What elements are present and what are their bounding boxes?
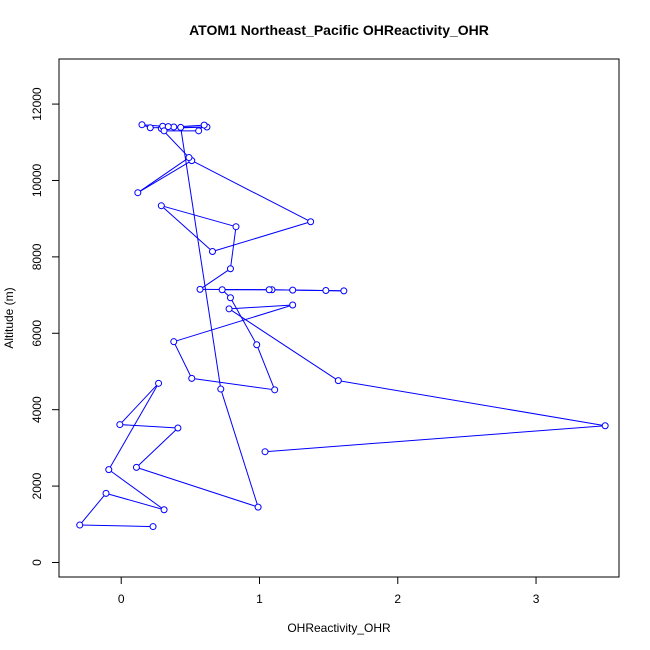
series-segment — [269, 289, 326, 291]
data-point — [226, 265, 234, 273]
data-point — [146, 124, 154, 132]
y-tick-label: 8000 — [30, 243, 44, 270]
series-segment — [137, 157, 190, 194]
chart-title: ATOM1 Northeast_Pacific OHReactivity_OHR — [189, 22, 489, 38]
series-line — [79, 124, 606, 528]
x-tick-label: 3 — [533, 592, 540, 606]
series-segment — [220, 388, 259, 508]
data-point — [116, 421, 124, 429]
series-segment — [229, 304, 293, 310]
series-segment — [136, 466, 259, 508]
plot-frame — [58, 58, 620, 578]
y-tick-label: 2000 — [30, 472, 44, 499]
series-segment — [230, 297, 258, 345]
y-axis: 0 2000 4000 6000 8000 10000 12000 — [30, 87, 60, 566]
series-segment — [180, 127, 222, 390]
data-point — [208, 248, 216, 256]
y-tick-label: 4000 — [30, 396, 44, 423]
series-segment — [161, 205, 237, 228]
series-segment — [264, 425, 606, 453]
data-point — [289, 301, 297, 309]
data-point — [102, 489, 110, 497]
data-point — [188, 374, 196, 382]
data-point — [334, 377, 342, 385]
series-points — [76, 121, 609, 531]
data-point — [160, 127, 168, 135]
data-point — [226, 294, 234, 302]
data-point — [265, 286, 273, 294]
data-point — [155, 379, 163, 387]
series-segment — [119, 424, 178, 429]
data-point — [601, 422, 609, 430]
series-segment — [119, 382, 159, 425]
y-tick-label: 12000 — [30, 87, 44, 121]
series-segment — [212, 221, 311, 253]
series-segment — [108, 383, 159, 470]
series-segment — [108, 469, 165, 511]
data-point — [164, 123, 172, 131]
x-tick-label: 2 — [394, 592, 401, 606]
series-segment — [338, 380, 606, 427]
data-point — [200, 121, 208, 129]
data-point — [307, 218, 315, 226]
y-tick-label: 0 — [30, 559, 44, 566]
series-segment — [79, 524, 154, 528]
series-segment — [229, 226, 237, 269]
data-point — [254, 503, 262, 511]
data-point — [134, 189, 142, 197]
series-segment — [256, 344, 276, 391]
data-point — [149, 523, 157, 531]
data-point — [340, 287, 348, 295]
data-point — [157, 202, 165, 210]
series-segment — [79, 493, 107, 526]
series-segment — [228, 308, 339, 382]
series-segment — [173, 341, 193, 379]
series-segment — [105, 492, 165, 511]
data-point — [217, 385, 225, 393]
y-axis-label: Altitude (m) — [2, 287, 16, 348]
series-segment — [191, 160, 311, 223]
data-point — [76, 521, 84, 529]
data-point — [218, 286, 226, 294]
y-tick-label: 10000 — [30, 163, 44, 197]
x-tick-label: 0 — [118, 592, 125, 606]
x-axis: 0 1 2 3 — [118, 576, 540, 606]
data-point — [322, 286, 330, 294]
data-point — [196, 285, 204, 293]
series-segment — [137, 160, 192, 194]
data-point — [289, 286, 297, 294]
x-tick-label: 1 — [256, 592, 263, 606]
series-segment — [136, 427, 179, 468]
series-segment — [173, 304, 293, 343]
data-point — [160, 506, 168, 514]
data-point — [138, 121, 146, 129]
data-point — [185, 154, 193, 162]
data-point — [170, 338, 178, 346]
data-point — [261, 448, 269, 456]
data-point — [225, 305, 233, 313]
x-axis-label: OHReactivity_OHR — [287, 621, 391, 635]
y-tick-label: 6000 — [30, 320, 44, 347]
data-point — [195, 127, 203, 135]
data-point — [232, 223, 240, 231]
series-segment — [160, 205, 213, 252]
data-point — [177, 123, 185, 131]
data-point — [271, 386, 279, 394]
data-point — [174, 424, 182, 432]
data-point — [105, 466, 113, 474]
data-point — [132, 463, 140, 471]
data-point — [253, 341, 261, 349]
series-segment — [191, 377, 275, 391]
